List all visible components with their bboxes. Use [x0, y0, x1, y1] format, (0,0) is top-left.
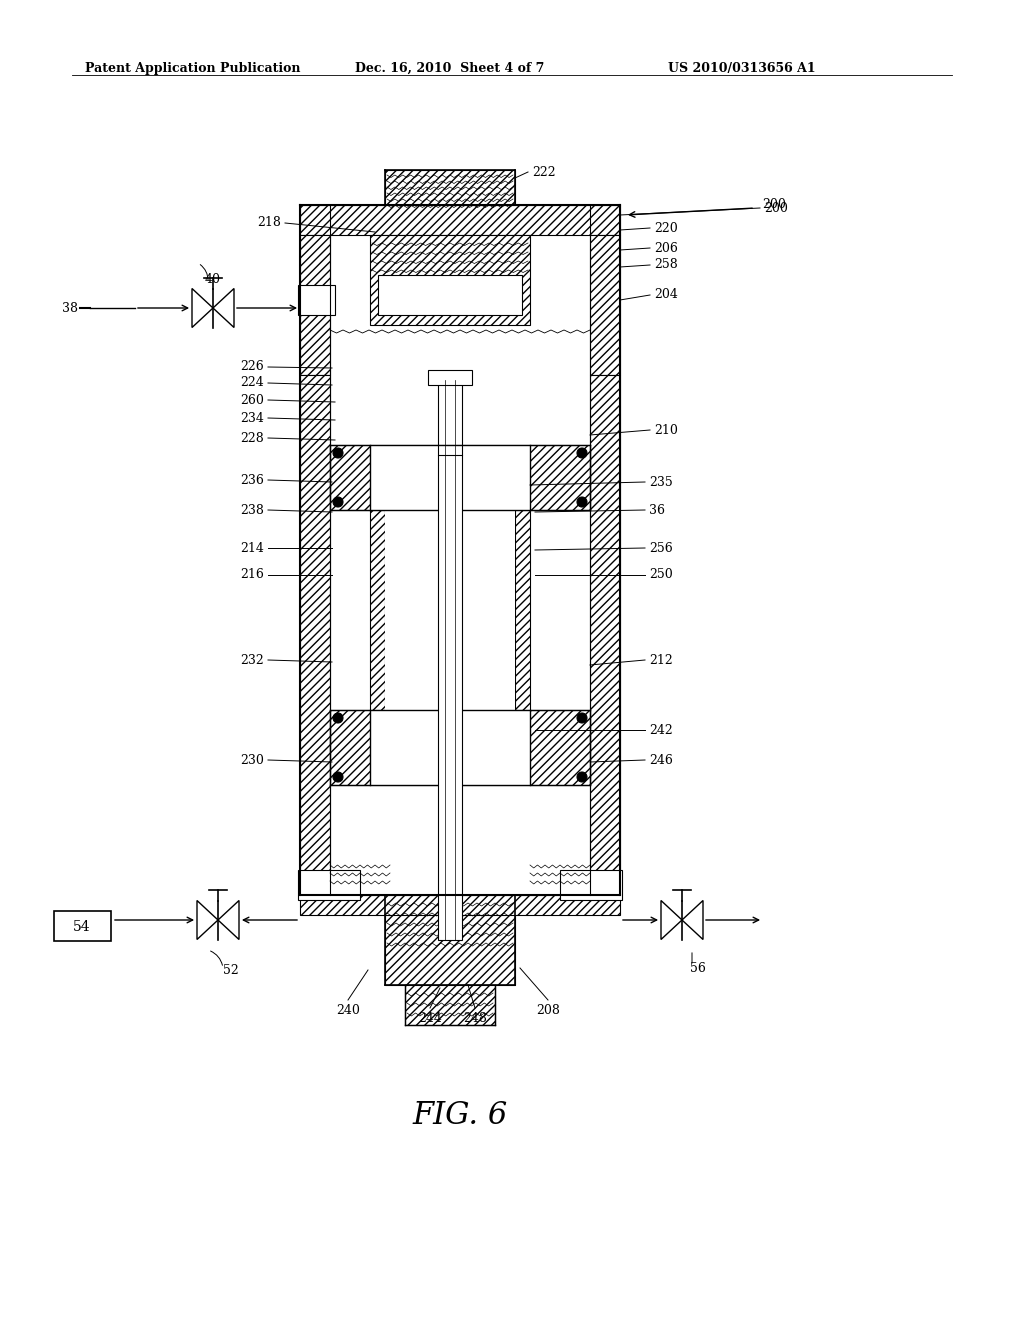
Text: 200: 200 [764, 202, 787, 214]
Bar [385, 895, 515, 985]
Bar [250, 875, 300, 895]
Bar [590, 235, 620, 375]
Circle shape [333, 498, 343, 507]
Text: 220: 220 [654, 222, 678, 235]
Text: 246: 246 [649, 754, 673, 767]
Text: 204: 204 [654, 289, 678, 301]
Text: 206: 206 [654, 242, 678, 255]
Bar [330, 445, 590, 510]
Bar [300, 375, 330, 895]
Text: 242: 242 [649, 723, 673, 737]
Bar [370, 445, 530, 510]
Text: 200: 200 [762, 198, 785, 210]
Text: 216: 216 [240, 569, 264, 582]
Text: 56: 56 [690, 961, 706, 974]
Bar [330, 710, 590, 785]
Circle shape [333, 713, 343, 723]
Bar [590, 375, 620, 895]
Polygon shape [193, 289, 213, 327]
Text: 235: 235 [649, 475, 673, 488]
Text: 244: 244 [418, 1012, 442, 1026]
Bar [298, 285, 335, 315]
Bar [370, 710, 530, 785]
Bar [438, 455, 462, 940]
Bar [620, 875, 670, 895]
Circle shape [577, 772, 587, 781]
Polygon shape [213, 289, 234, 327]
Text: 54: 54 [73, 920, 91, 935]
Polygon shape [682, 900, 703, 940]
Text: 208: 208 [536, 1005, 560, 1016]
Text: 40: 40 [205, 273, 221, 286]
Text: 212: 212 [649, 653, 673, 667]
Text: 232: 232 [241, 653, 264, 667]
Circle shape [577, 498, 587, 507]
Text: 238: 238 [240, 503, 264, 516]
Polygon shape [662, 900, 682, 940]
Circle shape [577, 447, 587, 458]
Text: 210: 210 [654, 424, 678, 437]
FancyBboxPatch shape [54, 911, 111, 941]
Text: 234: 234 [240, 412, 264, 425]
Polygon shape [218, 900, 239, 940]
Text: FIG. 6: FIG. 6 [413, 1100, 508, 1130]
Bar [300, 205, 620, 235]
Text: 222: 222 [532, 165, 556, 178]
Bar [298, 870, 360, 900]
Text: 36: 36 [649, 503, 665, 516]
Text: 224: 224 [241, 376, 264, 389]
Text: 248: 248 [463, 1012, 487, 1026]
Polygon shape [197, 900, 218, 940]
Bar [378, 275, 522, 315]
Text: 230: 230 [240, 754, 264, 767]
Text: Patent Application Publication: Patent Application Publication [85, 62, 300, 75]
Bar [385, 170, 515, 210]
Text: 240: 240 [336, 1005, 360, 1016]
Circle shape [577, 713, 587, 723]
Bar [300, 235, 330, 375]
Bar [560, 870, 622, 900]
Bar [370, 510, 385, 710]
Text: Dec. 16, 2010  Sheet 4 of 7: Dec. 16, 2010 Sheet 4 of 7 [355, 62, 545, 75]
Text: 228: 228 [241, 432, 264, 445]
Circle shape [333, 447, 343, 458]
Circle shape [333, 772, 343, 781]
Text: 218: 218 [257, 216, 281, 230]
Text: 38: 38 [62, 301, 78, 314]
Text: 226: 226 [241, 360, 264, 374]
Bar [428, 370, 472, 385]
Bar [385, 510, 515, 710]
Text: 236: 236 [240, 474, 264, 487]
Bar [370, 235, 530, 325]
Text: 258: 258 [654, 259, 678, 272]
Text: 214: 214 [240, 541, 264, 554]
Text: 52: 52 [223, 964, 239, 977]
Bar [406, 985, 495, 1026]
Bar [300, 895, 620, 915]
Text: 250: 250 [649, 569, 673, 582]
Text: 256: 256 [649, 541, 673, 554]
Text: 260: 260 [240, 393, 264, 407]
Text: US 2010/0313656 A1: US 2010/0313656 A1 [668, 62, 816, 75]
Bar [515, 510, 530, 710]
